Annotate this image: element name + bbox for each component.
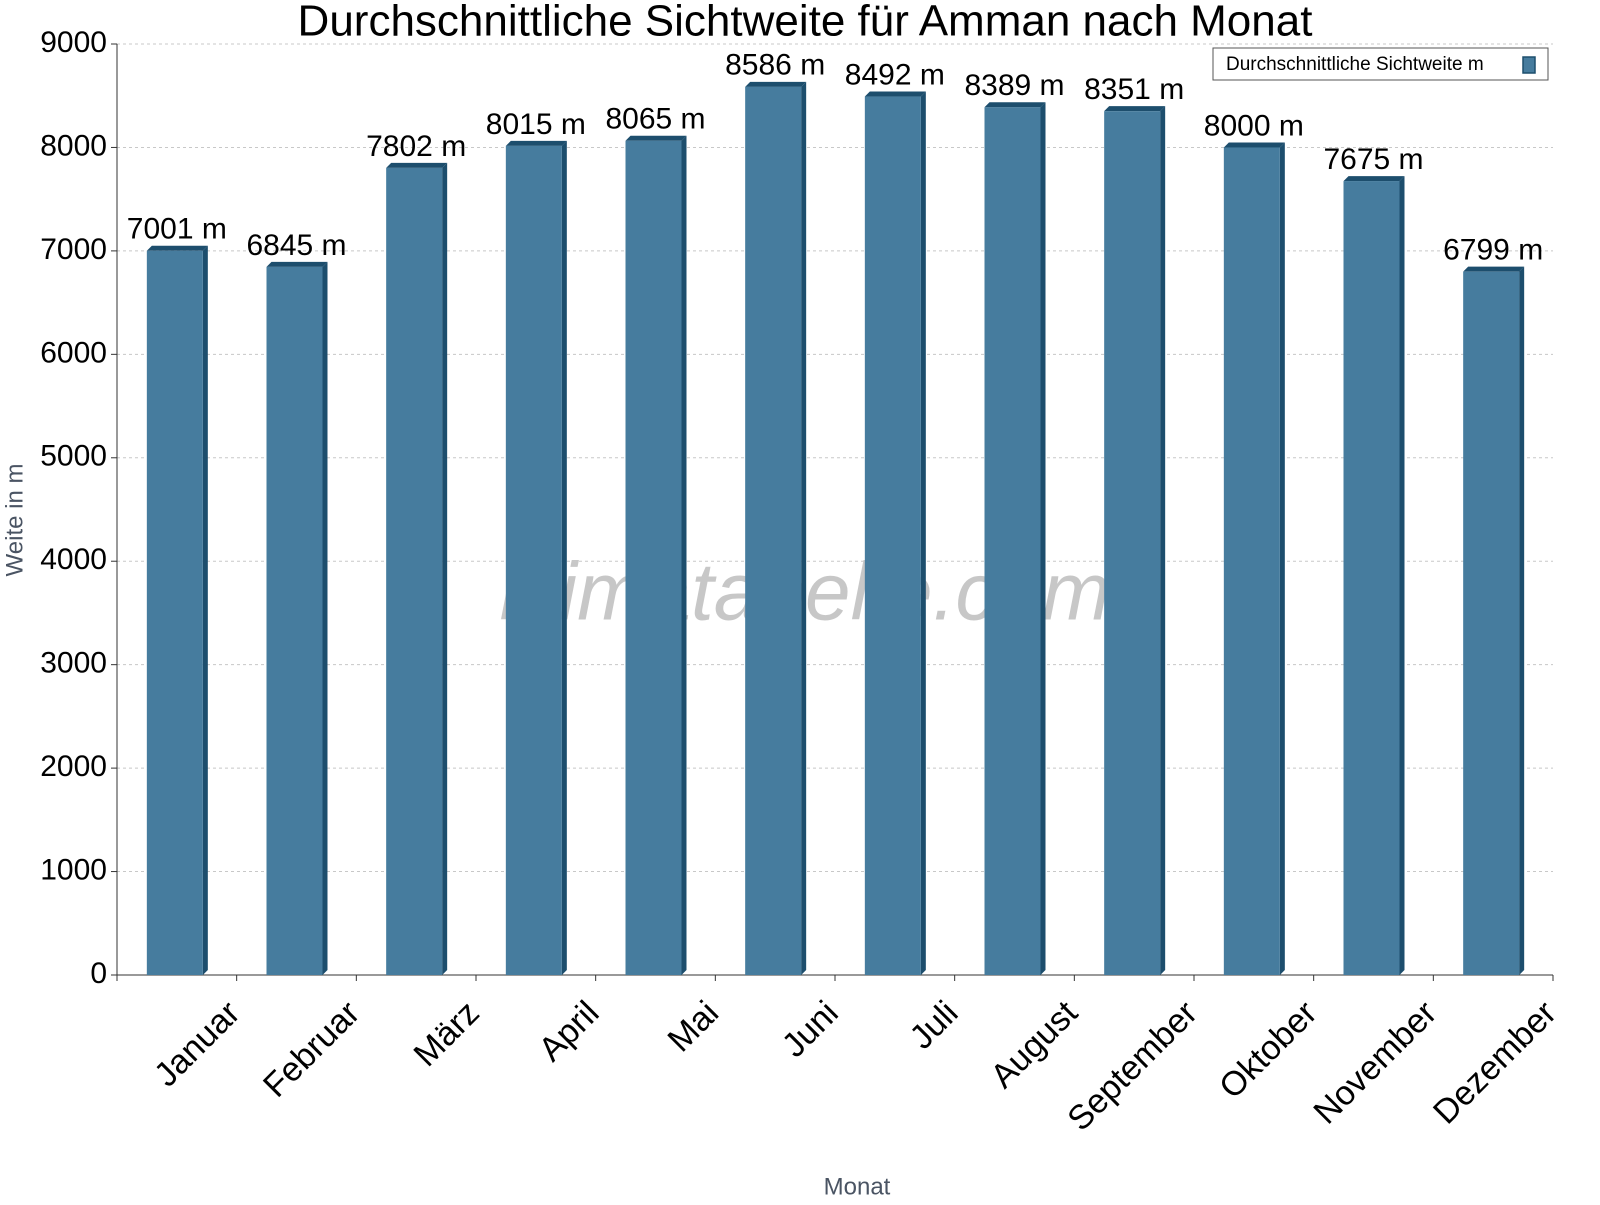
bar <box>146 250 203 975</box>
data-label: 8586 m <box>725 49 825 82</box>
legend-swatch <box>1522 56 1536 74</box>
data-label: 7802 m <box>366 130 466 163</box>
bar-top <box>745 81 807 87</box>
data-label: 8015 m <box>486 108 586 141</box>
bar <box>386 167 443 975</box>
data-label: 8492 m <box>845 58 945 91</box>
bar-top <box>1104 106 1166 112</box>
bar-top <box>386 162 448 168</box>
bar <box>266 266 323 975</box>
bar-top <box>984 102 1046 108</box>
y-tick-label: 1000 <box>40 853 107 886</box>
bar-side <box>1160 106 1166 976</box>
y-axis-label: Weite in m <box>1 464 28 577</box>
y-tick-label: 9000 <box>40 26 107 59</box>
bar-top <box>505 140 567 146</box>
bar-side <box>920 91 926 975</box>
x-tick-label: Juli <box>903 994 966 1057</box>
y-tick-label: 5000 <box>40 440 107 473</box>
data-label: 6845 m <box>246 229 346 262</box>
legend-box <box>1212 47 1549 81</box>
data-label: 8065 m <box>605 103 705 136</box>
x-tick-label: Juni <box>775 994 846 1065</box>
x-tick-label: Oktober <box>1212 994 1324 1106</box>
x-tick-label: Dezember <box>1426 994 1564 1132</box>
bar-side <box>442 162 448 975</box>
x-tick-label: August <box>983 993 1085 1095</box>
bar-side <box>1519 266 1525 975</box>
data-label: 8351 m <box>1084 73 1184 106</box>
bar-side <box>1399 176 1405 975</box>
y-tick-label: 2000 <box>40 750 107 783</box>
bar <box>1343 181 1400 975</box>
data-label: 8389 m <box>964 69 1064 102</box>
bar-top <box>625 135 687 141</box>
bar <box>1104 111 1161 976</box>
y-tick-label: 7000 <box>40 233 107 266</box>
chart-title: Durchschnittliche Sichtweite für Amman n… <box>298 0 1313 46</box>
bar <box>1463 271 1520 975</box>
x-tick-label: Mai <box>661 994 727 1060</box>
bar-top <box>864 91 926 97</box>
x-tick-label: November <box>1306 994 1444 1132</box>
x-tick-label: April <box>531 994 606 1069</box>
bar <box>625 140 682 975</box>
bar-side <box>1040 102 1046 975</box>
legend: Durchschnittliche Sichtweite m <box>1212 47 1549 81</box>
bar-top <box>146 245 208 251</box>
bar-side <box>801 81 807 976</box>
x-tick-label: September <box>1060 994 1204 1138</box>
bar-side <box>561 140 567 976</box>
y-tick-label: 0 <box>90 957 107 990</box>
bar <box>864 96 921 975</box>
legend-label: Durchschnittliche Sichtweite m <box>1226 54 1484 75</box>
bar-side <box>202 245 208 975</box>
data-label: 7675 m <box>1323 143 1423 176</box>
bar <box>745 86 802 976</box>
x-tick-label: März <box>406 994 486 1074</box>
x-axis-label: Monat <box>824 1173 891 1200</box>
y-tick-label: 6000 <box>40 336 107 369</box>
x-tick-label: Februar <box>256 994 367 1105</box>
bar-top <box>1463 266 1525 272</box>
bar <box>984 107 1041 976</box>
bar-top <box>1343 176 1405 182</box>
data-label: 7001 m <box>127 213 227 246</box>
bar-side <box>681 135 687 975</box>
y-tick-label: 8000 <box>40 129 107 162</box>
y-tick-label: 3000 <box>40 647 107 680</box>
bar-top <box>266 261 328 267</box>
bar <box>1223 147 1280 975</box>
bar-side <box>322 261 328 975</box>
x-tick-label: Januar <box>147 994 247 1094</box>
data-label: 6799 m <box>1443 234 1543 267</box>
bar-top <box>1223 142 1285 148</box>
y-tick-label: 4000 <box>40 543 107 576</box>
data-label: 8000 m <box>1204 109 1304 142</box>
bar-side <box>1279 142 1285 975</box>
bar <box>505 145 562 976</box>
